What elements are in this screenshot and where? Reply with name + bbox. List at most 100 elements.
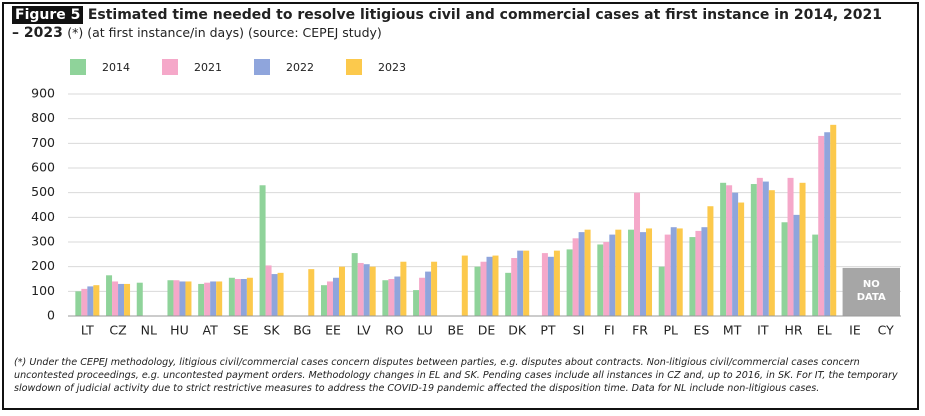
bar bbox=[419, 277, 426, 316]
bar bbox=[474, 266, 481, 316]
bar bbox=[363, 264, 370, 316]
bar bbox=[756, 177, 763, 316]
y-tick-label: 400 bbox=[31, 209, 55, 224]
x-tick-label: CY bbox=[878, 323, 895, 338]
bar bbox=[781, 222, 788, 316]
no-data-box bbox=[842, 267, 900, 316]
footnote: (*) Under the CEPEJ methodology, litigio… bbox=[14, 357, 898, 394]
bar bbox=[578, 232, 585, 316]
bar bbox=[167, 280, 174, 316]
bar bbox=[87, 286, 94, 316]
legend-label: 2021 bbox=[194, 61, 222, 74]
bar bbox=[338, 266, 345, 316]
bar bbox=[707, 206, 714, 316]
bar bbox=[523, 250, 530, 316]
x-tick-label: PL bbox=[663, 323, 678, 338]
bar bbox=[308, 269, 315, 316]
bar bbox=[369, 266, 376, 316]
legend-swatch bbox=[162, 59, 178, 75]
x-tick-label: MT bbox=[723, 323, 742, 338]
x-tick-label: DE bbox=[478, 323, 496, 338]
legend-label: 2014 bbox=[102, 61, 130, 74]
bar bbox=[234, 279, 241, 316]
bar bbox=[112, 281, 119, 316]
bar bbox=[701, 227, 708, 316]
bar bbox=[812, 234, 819, 316]
x-tick-label: EL bbox=[817, 323, 832, 338]
bar bbox=[640, 232, 647, 316]
bar bbox=[332, 277, 339, 316]
bar bbox=[246, 277, 253, 316]
bar bbox=[787, 177, 794, 316]
figure-label: Figure 5 bbox=[12, 6, 84, 24]
bar bbox=[259, 185, 266, 316]
y-tick-label: 0 bbox=[47, 308, 55, 323]
bar bbox=[179, 281, 186, 316]
bar bbox=[720, 182, 727, 316]
bar bbox=[646, 228, 653, 316]
bar bbox=[628, 229, 635, 316]
x-tick-label: CZ bbox=[109, 323, 126, 338]
bar bbox=[265, 265, 272, 316]
bar bbox=[762, 181, 769, 316]
bar bbox=[553, 250, 560, 316]
bar bbox=[664, 234, 671, 316]
bar bbox=[768, 190, 775, 316]
bar bbox=[603, 242, 610, 316]
bar bbox=[357, 262, 364, 316]
bar bbox=[824, 132, 831, 316]
bar bbox=[431, 261, 438, 316]
bar bbox=[461, 255, 468, 316]
x-tick-label: PT bbox=[540, 323, 556, 338]
legend-swatch bbox=[254, 59, 270, 75]
bar bbox=[75, 291, 82, 316]
x-tick-label: HR bbox=[784, 323, 802, 338]
bar bbox=[106, 275, 113, 316]
y-tick-label: 300 bbox=[31, 234, 55, 249]
bar bbox=[320, 285, 327, 316]
bar bbox=[277, 272, 284, 316]
y-tick-label: 200 bbox=[31, 258, 55, 273]
bar bbox=[204, 282, 211, 316]
bar bbox=[689, 237, 696, 316]
bar bbox=[615, 229, 622, 316]
x-tick-label: LV bbox=[357, 323, 372, 338]
bar bbox=[492, 255, 499, 316]
legend-label: 2022 bbox=[286, 61, 314, 74]
y-tick-label: 900 bbox=[31, 86, 55, 101]
bar bbox=[136, 282, 143, 316]
bar bbox=[634, 192, 641, 316]
bar bbox=[413, 290, 420, 316]
x-tick-label: FR bbox=[632, 323, 648, 338]
bar bbox=[210, 281, 217, 316]
bar bbox=[517, 250, 524, 316]
y-tick-label: 700 bbox=[31, 135, 55, 150]
bar bbox=[326, 281, 333, 316]
legend-swatch bbox=[346, 59, 362, 75]
x-tick-label: LT bbox=[81, 323, 94, 338]
bar bbox=[124, 283, 131, 316]
bar bbox=[726, 185, 733, 316]
bar bbox=[93, 285, 100, 316]
bar bbox=[173, 280, 180, 316]
bar bbox=[738, 202, 745, 316]
bar bbox=[541, 253, 548, 316]
chart-title: Estimated time needed to resolve litigio… bbox=[12, 7, 883, 41]
bar bbox=[750, 184, 757, 316]
bar bbox=[351, 253, 358, 316]
bar bbox=[676, 228, 683, 316]
no-data-label: NO DATA bbox=[856, 278, 886, 303]
y-tick-label: 800 bbox=[31, 110, 55, 125]
x-tick-label: BE bbox=[448, 323, 465, 338]
bar bbox=[658, 266, 665, 316]
x-tick-label: BG bbox=[293, 323, 311, 338]
bar bbox=[81, 288, 88, 316]
y-tick-label: 100 bbox=[31, 283, 55, 298]
bar bbox=[793, 214, 800, 316]
bar bbox=[695, 230, 702, 316]
x-tick-label: RO bbox=[385, 323, 404, 338]
bar bbox=[400, 261, 407, 316]
bar bbox=[382, 280, 389, 316]
bar bbox=[584, 229, 591, 316]
